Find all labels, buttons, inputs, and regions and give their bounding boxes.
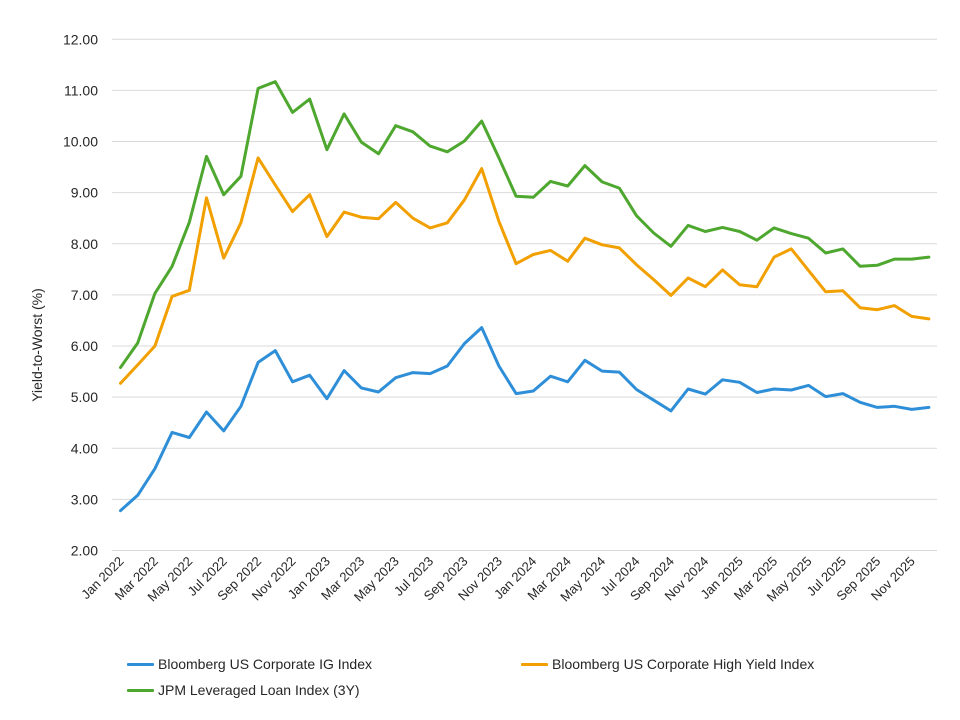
legend-label-ig: Bloomberg US Corporate IG Index <box>158 656 372 672</box>
y-tick-label: 2.00 <box>71 543 98 559</box>
series-line-ig <box>119 326 931 513</box>
legend-swatch-high-yield <box>521 662 548 666</box>
y-tick-label: 5.00 <box>71 389 98 405</box>
legend-swatch-leveraged-loan <box>127 688 154 692</box>
y-tick-label: 3.00 <box>71 491 98 507</box>
y-tick-label: 10.00 <box>63 134 98 150</box>
legend-item-leveraged-loan: JPM Leveraged Loan Index (3Y) <box>127 682 360 698</box>
legend-item-high-yield: Bloomberg US Corporate High Yield Index <box>521 656 814 672</box>
y-axis-label: Yield-to-Worst (%) <box>29 288 45 402</box>
series-line-leveraged-loan <box>119 80 931 369</box>
y-tick-label: 7.00 <box>71 287 98 303</box>
y-tick-label: 4.00 <box>71 440 98 456</box>
series-line-high-yield <box>119 156 931 385</box>
y-axis-ticks: 2.00 3.00 4.00 5.00 6.00 7.00 8.00 9.00 10.00 11.… <box>63 31 98 558</box>
legend-item-ig: Bloomberg US Corporate IG Index <box>127 656 372 672</box>
y-tick-label: 12.00 <box>63 31 98 47</box>
y-tick-label: 8.00 <box>71 236 98 252</box>
series-lines <box>119 80 931 513</box>
y-tick-label: 9.00 <box>71 185 98 201</box>
legend-swatch-ig <box>127 662 154 666</box>
legend-label-leveraged-loan: JPM Leveraged Loan Index (3Y) <box>158 682 360 698</box>
y-tick-label: 6.00 <box>71 338 98 354</box>
gridlines <box>112 38 937 551</box>
legend-label-high-yield: Bloomberg US Corporate High Yield Index <box>552 656 815 672</box>
y-tick-label: 11.00 <box>64 82 98 98</box>
